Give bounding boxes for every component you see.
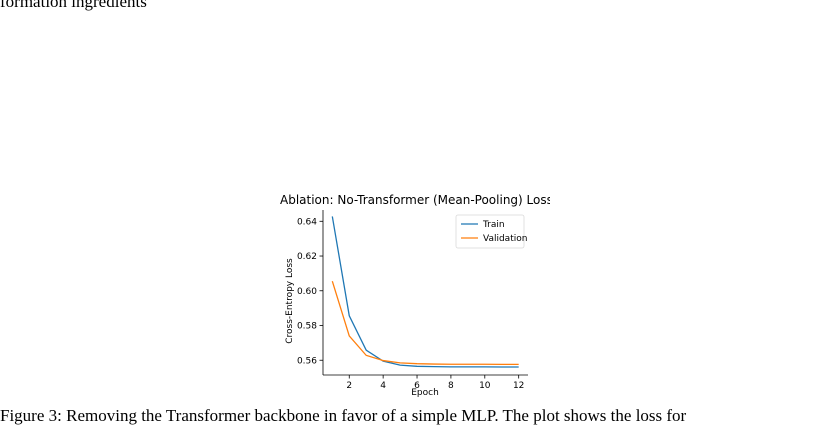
figure-caption: Figure 3: Removing the Transformer backb…	[0, 406, 687, 425]
loss-chart: Ablation: No-Transformer (Mean-Pooling) …	[280, 193, 573, 398]
chart-title: Ablation: No-Transformer (Mean-Pooling) …	[280, 193, 550, 207]
series-line-train	[331, 216, 519, 368]
legend-box	[455, 214, 525, 249]
y-tick-label: 0.64	[297, 217, 317, 227]
axes: 2 4 6 8 10 12 0.56 0.58 0.60 0.62 0.64	[297, 210, 528, 391]
x-axis-label: Epoch	[411, 388, 439, 398]
y-tick-label: 0.60	[297, 287, 317, 297]
x-tick-label: 4	[380, 381, 386, 391]
x-tick-label: 10	[479, 381, 491, 391]
x-tick-label: 8	[448, 381, 454, 391]
series-line-validation	[331, 281, 519, 366]
series-layer	[331, 216, 519, 368]
legend-label: Validation	[483, 234, 527, 244]
y-tick-label: 0.58	[297, 322, 317, 332]
legend: Train Validation	[455, 214, 527, 249]
x-tick-label: 6	[414, 381, 420, 391]
y-tick-label: 0.62	[297, 252, 317, 262]
figure: Ablation: No-Transformer (Mean-Pooling) …	[280, 188, 573, 408]
legend-label: Train	[482, 220, 505, 230]
x-tick-label: 2	[346, 381, 352, 391]
x-tick-label: 12	[513, 381, 524, 391]
body-text-top: formation ingredients	[0, 0, 147, 11]
y-tick-label: 0.56	[297, 356, 317, 366]
y-axis-label: Cross-Entropy Loss	[285, 258, 295, 344]
